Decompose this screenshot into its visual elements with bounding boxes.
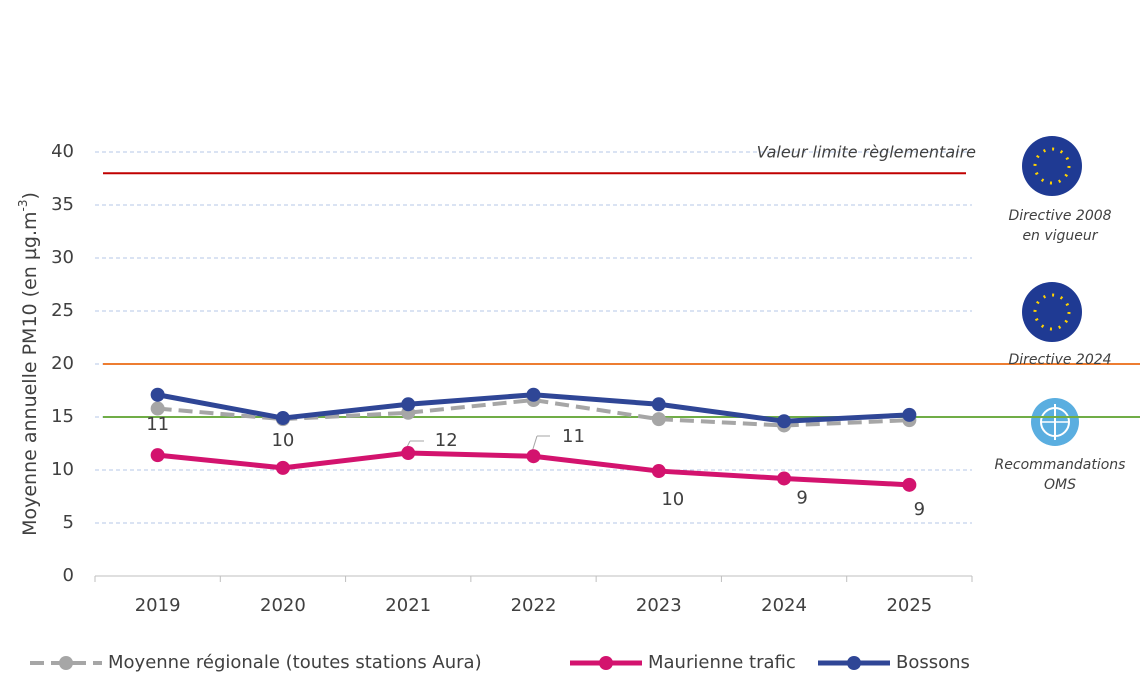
eu-flag (1022, 282, 1082, 342)
series-marker (651, 412, 666, 427)
value-label: 10 (271, 430, 294, 451)
value-label: 12 (435, 430, 458, 451)
series-marker (275, 460, 290, 475)
y-tick-label: 35 (51, 194, 74, 215)
y-label-text: Moyenne annuelle PM10 (en µg.m (19, 211, 41, 535)
reference-source: OMS (1044, 477, 1076, 493)
x-tick-label: 2023 (636, 595, 682, 616)
reference-source: Recommandations (995, 457, 1126, 473)
legend-label: Maurienne trafic (648, 652, 796, 673)
series-marker (777, 471, 792, 486)
series-marker (526, 387, 541, 402)
series-marker (777, 414, 792, 429)
legend-marker (59, 656, 73, 670)
series-marker (275, 411, 290, 426)
reference-source: en vigueur (1022, 228, 1098, 244)
reference-label: Valeur limite règlementaire (757, 143, 976, 162)
y-tick-label: 0 (63, 565, 74, 586)
series-marker (526, 449, 541, 464)
y-tick-label: 15 (51, 406, 74, 427)
who-logo (1031, 398, 1079, 446)
series-marker (150, 401, 165, 416)
legend-marker (599, 656, 613, 670)
y-label-sup: -3 (16, 199, 30, 211)
reference-source: Directive 2024 (1008, 352, 1111, 368)
x-tick-label: 2022 (511, 595, 557, 616)
series-marker (150, 448, 165, 463)
y-tick-label: 10 (51, 459, 74, 480)
y-tick-label: 25 (51, 300, 74, 321)
y-axis-label: Moyenne annuelle PM10 (en µg.m-3) (16, 192, 41, 536)
x-tick-label: 2021 (385, 595, 431, 616)
x-tick-label: 2019 (135, 595, 181, 616)
x-tick-label: 2025 (886, 595, 932, 616)
y-tick-label: 5 (63, 512, 74, 533)
y-label-suffix: ) (19, 192, 41, 199)
series-marker (902, 407, 917, 422)
eu-flag (1022, 136, 1082, 196)
series-marker (651, 397, 666, 412)
series-marker (401, 397, 416, 412)
value-label: 9 (914, 499, 925, 520)
x-tick-label: 2024 (761, 595, 807, 616)
y-tick-label: 30 (51, 247, 74, 268)
value-label: 10 (661, 489, 684, 510)
series-marker (902, 477, 917, 492)
value-label: 9 (796, 487, 807, 508)
legend-label: Bossons (896, 652, 970, 673)
y-tick-label: 20 (51, 353, 74, 374)
value-label: 11 (562, 426, 585, 447)
series-marker (150, 387, 165, 402)
reference-source: Directive 2008 (1008, 208, 1111, 224)
y-tick-label: 40 (51, 141, 74, 162)
legend-marker (847, 656, 861, 670)
x-tick-label: 2020 (260, 595, 306, 616)
series-marker (401, 446, 416, 461)
value-label: 11 (146, 414, 169, 435)
series-marker (651, 464, 666, 479)
legend-label: Moyenne régionale (toutes stations Aura) (108, 652, 482, 673)
